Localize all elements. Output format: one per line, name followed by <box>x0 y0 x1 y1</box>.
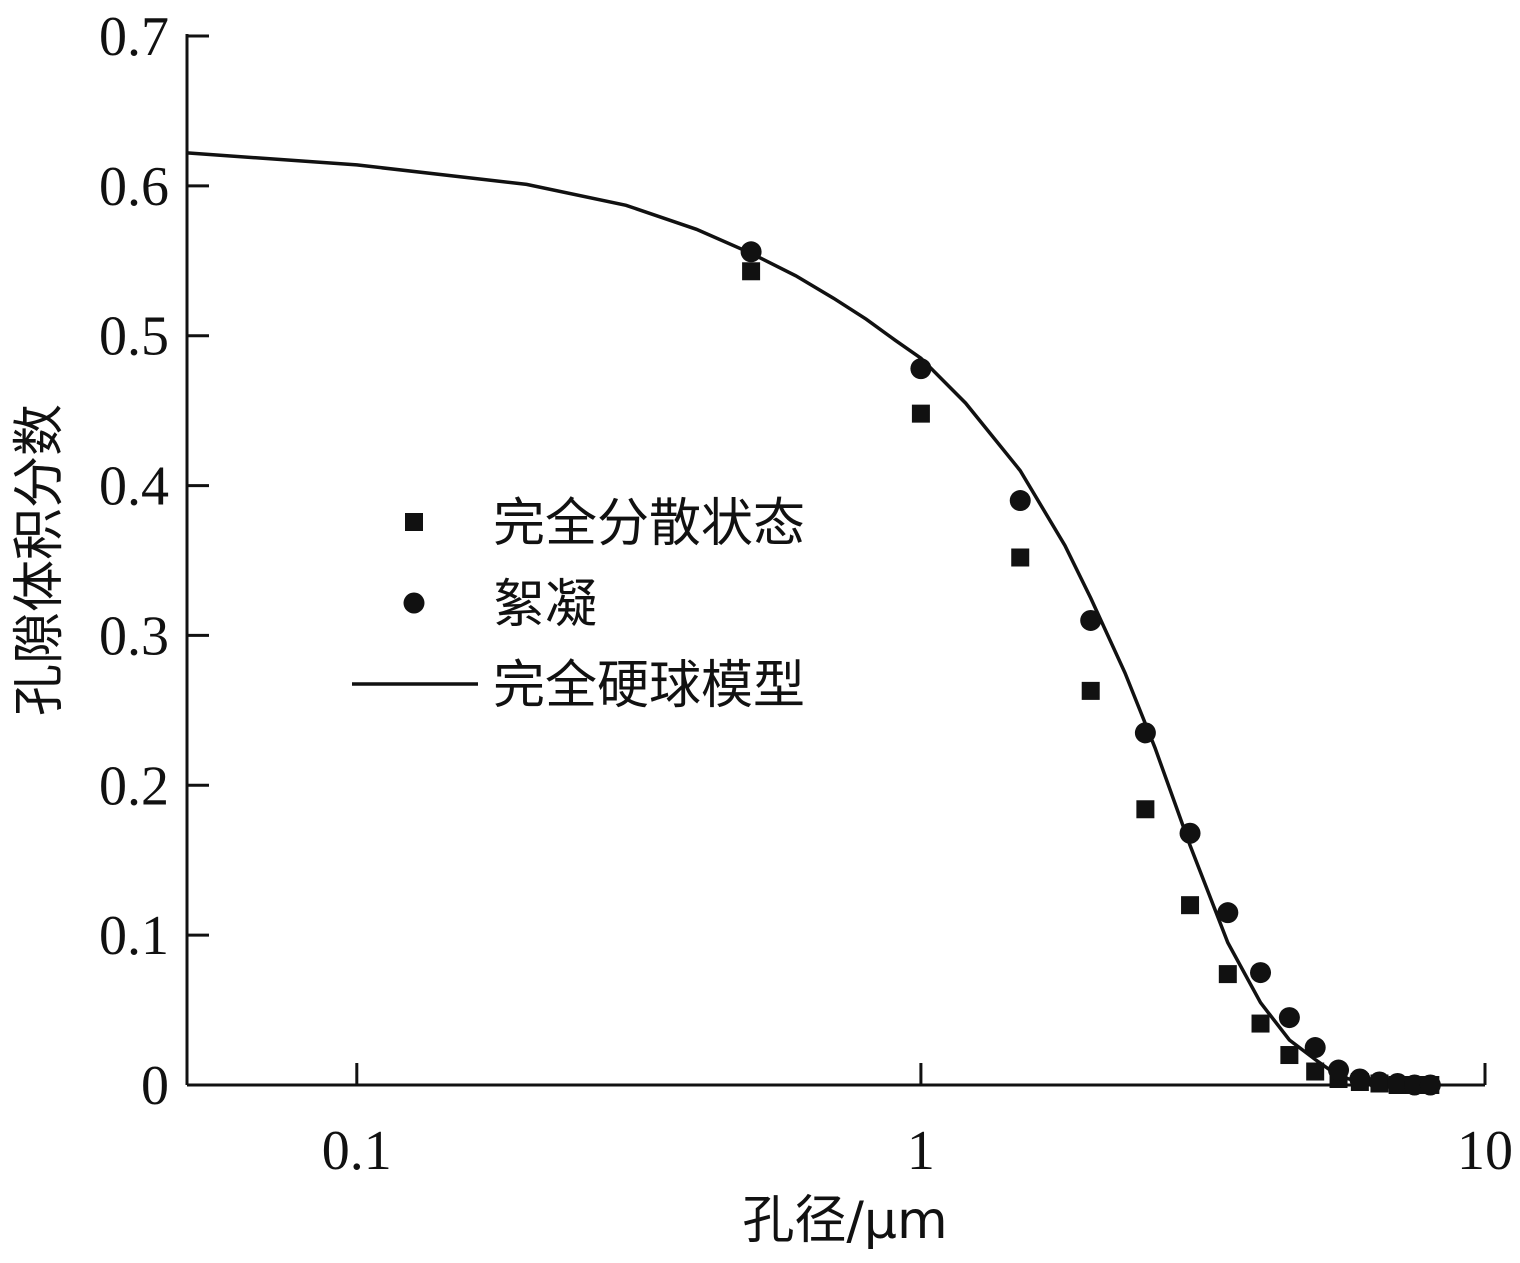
y-tick-label: 0.7 <box>99 6 169 68</box>
square-marker <box>1218 965 1237 984</box>
square-marker <box>1136 800 1155 819</box>
square-marker <box>1251 1014 1270 1033</box>
square-marker <box>911 404 930 423</box>
series-line-hard-sphere <box>186 151 1431 1087</box>
y-tick-label: 0.2 <box>99 755 169 817</box>
legend-label: 完全分散状态 <box>493 494 805 554</box>
circle-marker <box>1349 1068 1371 1090</box>
circle-marker <box>1387 1073 1409 1095</box>
circle-marker <box>1404 1074 1426 1096</box>
plot-area <box>186 151 1431 1087</box>
circle-marker <box>1278 1007 1300 1029</box>
square-marker <box>1081 681 1100 700</box>
square-marker <box>1280 1046 1299 1065</box>
square-marker <box>1181 896 1200 915</box>
x-axis-title: 孔径/μm <box>742 1191 947 1251</box>
x-tick-label: 1 <box>907 1120 935 1182</box>
axes: 0 0.1 0.2 0.3 0.4 0.5 0.6 0.7 0.1 1 10 <box>99 6 1513 1182</box>
y-tick-label: 0.6 <box>99 156 169 218</box>
circle-marker <box>740 241 762 263</box>
y-tick-label: 0.1 <box>99 905 169 967</box>
legend-label: 完全硬球模型 <box>493 656 805 716</box>
square-marker <box>1306 1062 1325 1081</box>
y-axis-title: 孔隙体积分数 <box>10 404 70 716</box>
markers <box>740 241 1441 1096</box>
circle-marker <box>1368 1071 1390 1093</box>
circle-marker <box>1304 1037 1326 1059</box>
circle-marker <box>1419 1074 1441 1096</box>
circle-marker <box>910 358 932 380</box>
circle-marker <box>1080 609 1102 631</box>
y-tick-label: 0.4 <box>99 456 169 518</box>
legend-circle-marker <box>403 592 425 614</box>
circle-marker <box>1217 902 1239 924</box>
circle-marker <box>1134 722 1156 744</box>
circle-marker <box>1250 962 1272 984</box>
y-tick-label: 0.3 <box>99 605 169 667</box>
circle-marker <box>1328 1059 1350 1081</box>
x-tick-label: 0.1 <box>322 1120 392 1182</box>
y-tick-label: 0 <box>141 1055 169 1117</box>
y-tick-label: 0.5 <box>99 306 169 368</box>
circle-marker <box>1009 490 1031 512</box>
square-marker <box>1011 548 1030 567</box>
square-marker <box>742 262 761 281</box>
x-tick-label: 10 <box>1457 1120 1513 1182</box>
legend-square-marker <box>405 513 423 531</box>
legend-label: 絮凝 <box>493 575 597 635</box>
circle-marker <box>1179 822 1201 844</box>
